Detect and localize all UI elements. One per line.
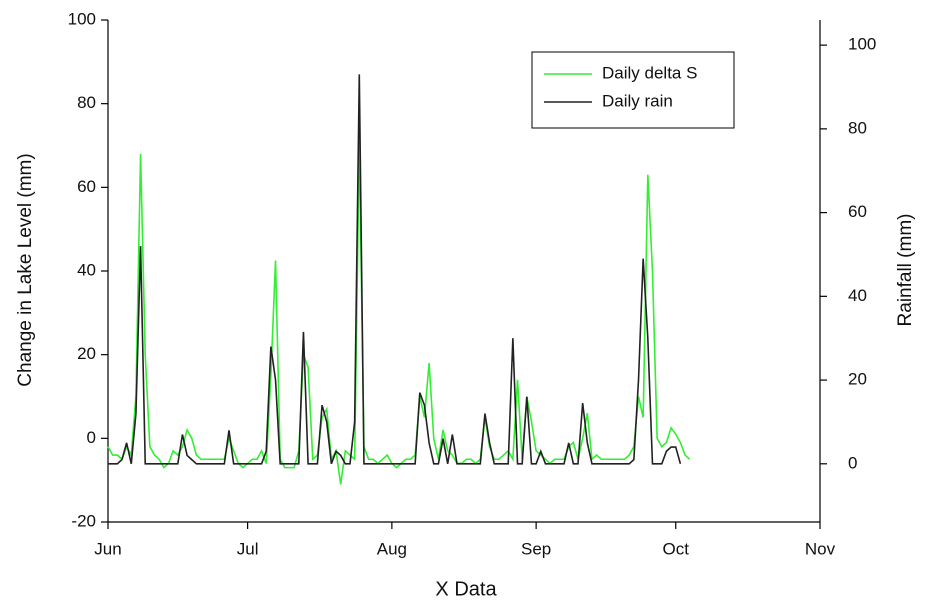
y2-tick-label: 0 xyxy=(848,453,857,472)
x-tick-label: Jul xyxy=(237,539,259,558)
y-tick-label: -20 xyxy=(71,511,96,530)
x-tick-label: Aug xyxy=(377,539,407,558)
series-line xyxy=(108,74,682,465)
y-tick-label: 100 xyxy=(68,9,96,28)
y-tick-label: 40 xyxy=(77,260,96,279)
y2-axis-title: Rainfall (mm) xyxy=(895,214,916,327)
y2-tick-label: 80 xyxy=(848,118,867,137)
y2-tick-label: 20 xyxy=(848,370,867,389)
x-tick-label: Oct xyxy=(663,539,690,558)
x-tick-label: Jun xyxy=(94,539,121,558)
y2-tick-label: 40 xyxy=(848,286,867,305)
y-tick-label: 80 xyxy=(77,93,96,112)
x-axis-title: X Data xyxy=(435,578,497,600)
y-tick-label: 60 xyxy=(77,177,96,196)
legend-label: Daily delta S xyxy=(602,63,697,82)
x-tick-label: Sep xyxy=(521,539,551,558)
legend-box xyxy=(531,51,735,129)
y-tick-label: 20 xyxy=(77,344,96,363)
y2-tick-label: 60 xyxy=(848,202,867,221)
y-axis-title: Change in Lake Level (mm) xyxy=(15,153,36,386)
y-tick-label: 0 xyxy=(87,428,96,447)
legend-label: Daily rain xyxy=(602,91,673,110)
y2-tick-label: 100 xyxy=(848,35,876,54)
series-line xyxy=(107,141,691,485)
x-tick-label: Nov xyxy=(805,539,836,558)
